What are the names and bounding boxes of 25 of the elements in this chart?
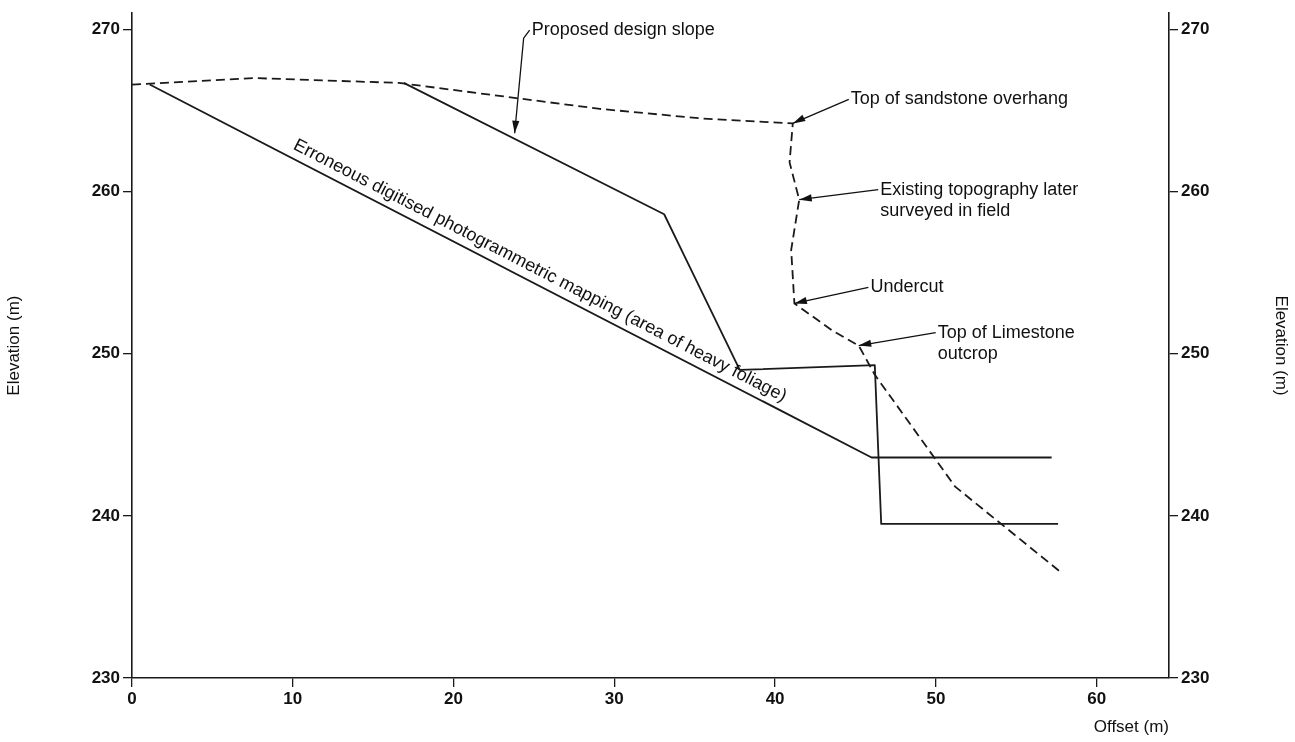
y2-tick-label: 270 [1181, 19, 1210, 39]
y2-tick-label: 230 [1181, 667, 1210, 687]
x-tick-label: 20 [444, 688, 464, 708]
annotation: Undercut [870, 276, 944, 297]
x-axis-title: Offset (m) [1093, 717, 1169, 737]
y2-tick-label: 240 [1181, 505, 1210, 525]
x-tick-label: 10 [283, 688, 303, 708]
annotation: Existing topography later surveyed in field [880, 178, 1079, 220]
y-tick-label: 270 [91, 19, 120, 39]
y-tick-label: 240 [91, 505, 120, 525]
annotation: Top of sandstone overhang [850, 88, 1068, 109]
y2-tick-label: 260 [1181, 181, 1210, 201]
y-tick-label: 250 [91, 343, 120, 363]
y-tick-label: 260 [91, 181, 120, 201]
x-tick-label: 60 [1087, 688, 1107, 708]
x-tick-label: 50 [926, 688, 946, 708]
y2-tick-label: 250 [1181, 343, 1210, 363]
annotation: Proposed design slope [531, 19, 715, 40]
x-tick-label: 30 [604, 688, 624, 708]
y2-axis-title: Elevation (m) [1272, 295, 1292, 396]
x-tick-label: 0 [127, 688, 137, 708]
annotation: Top of Limestone outcrop [937, 321, 1075, 363]
y-axis-title: Elevation (m) [3, 295, 23, 396]
x-tick-label: 40 [765, 688, 785, 708]
y-tick-label: 230 [91, 667, 120, 687]
